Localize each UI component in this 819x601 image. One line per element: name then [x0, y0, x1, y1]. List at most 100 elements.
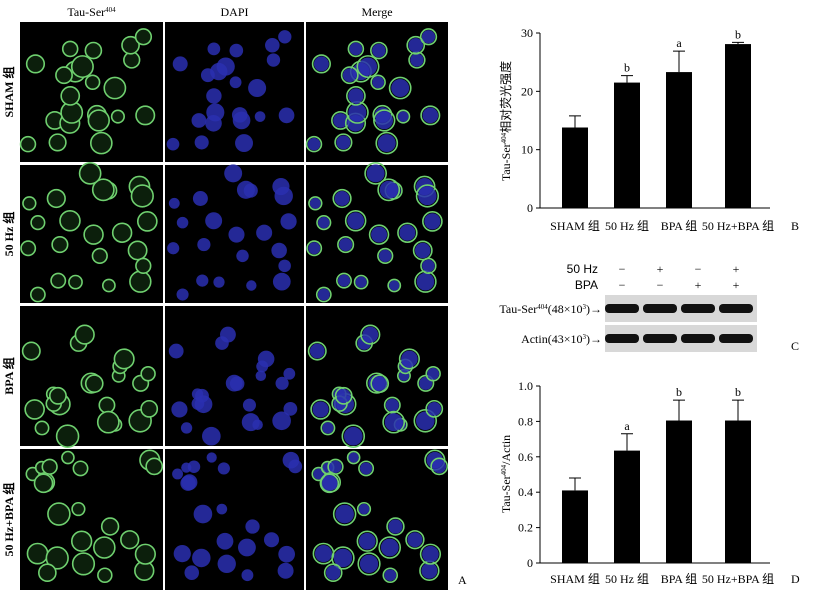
- nucleus: [385, 398, 399, 412]
- cell: [48, 133, 67, 152]
- nucleus: [309, 197, 321, 209]
- nucleus: [275, 376, 289, 390]
- cell: [91, 247, 108, 265]
- cell: [71, 501, 86, 517]
- nucleus: [242, 398, 256, 412]
- nucleus: [172, 468, 183, 480]
- nucleus: [312, 401, 329, 418]
- panel-label: C: [791, 339, 799, 353]
- nucleus: [278, 259, 291, 273]
- cell: [97, 567, 113, 583]
- nucleus: [336, 388, 351, 403]
- bar: [614, 82, 640, 208]
- nucleus: [416, 272, 435, 291]
- nucleus: [232, 111, 251, 130]
- nucleus: [333, 113, 348, 128]
- y-tick-label: 0.2: [518, 521, 533, 535]
- cell: [91, 178, 115, 202]
- condition-sign: −: [619, 262, 626, 276]
- nucleus: [333, 548, 353, 568]
- cell: [55, 66, 73, 85]
- nucleus: [334, 190, 350, 206]
- nucleus: [265, 37, 280, 53]
- cell: [378, 536, 402, 559]
- error-bar: [569, 477, 581, 491]
- cell: [306, 240, 323, 257]
- cell: [45, 546, 69, 570]
- nucleus: [246, 280, 257, 291]
- nucleus: [206, 88, 222, 104]
- cell: [332, 502, 357, 526]
- nucleus: [313, 468, 325, 480]
- cell: [89, 131, 113, 155]
- band: [719, 334, 753, 343]
- condition-sign: −: [657, 278, 664, 292]
- panel-label: B: [791, 219, 799, 233]
- text-part: (48×10: [548, 302, 583, 316]
- row-label: BPA 组: [1, 357, 16, 394]
- cell: [340, 66, 359, 85]
- nucleus: [166, 137, 180, 151]
- nucleus: [355, 276, 367, 288]
- cell: [311, 54, 331, 74]
- cell: [375, 131, 399, 155]
- cell: [96, 410, 120, 434]
- nucleus: [348, 103, 367, 122]
- cell: [87, 109, 110, 132]
- nucleus: [418, 186, 437, 206]
- cell: [22, 196, 37, 211]
- cell: [25, 54, 46, 74]
- nucleus: [248, 78, 267, 98]
- nucleus: [167, 242, 180, 255]
- text-part: 404: [500, 464, 508, 475]
- text-part: )→: [586, 332, 602, 346]
- cell: [72, 460, 89, 477]
- nucleus: [229, 43, 244, 58]
- text-part: /Actin: [499, 435, 513, 465]
- nucleus: [307, 137, 321, 151]
- cell: [370, 74, 386, 91]
- band: [605, 304, 639, 313]
- text-part: Merge: [361, 5, 392, 19]
- cell: [84, 374, 104, 393]
- condition-sign: +: [733, 278, 740, 292]
- cell: [307, 341, 327, 361]
- nucleus: [391, 78, 410, 98]
- x-tick-label: 50 Hz 组: [605, 572, 649, 586]
- nucleus: [359, 554, 379, 574]
- cell: [71, 552, 96, 576]
- nucleus: [245, 519, 260, 534]
- significance-label: b: [624, 61, 630, 75]
- text-part: 相对荧光强度: [498, 61, 513, 133]
- nucleus: [308, 242, 321, 255]
- cell: [341, 424, 366, 448]
- cell: [113, 348, 135, 370]
- cell: [93, 536, 116, 559]
- cell: [415, 184, 440, 208]
- nucleus: [172, 56, 188, 72]
- cell: [356, 530, 378, 552]
- nucleus: [266, 53, 281, 67]
- nucleus: [224, 164, 243, 183]
- nucleus: [283, 401, 298, 416]
- cell: [336, 272, 352, 289]
- error-bar: [673, 50, 685, 73]
- nucleus: [380, 538, 399, 557]
- error-bar: [569, 115, 581, 128]
- nucleus: [256, 224, 273, 241]
- cell: [145, 457, 164, 476]
- y-tick-label: 0.6: [518, 450, 533, 464]
- text-part: 3: [583, 303, 587, 311]
- nucleus: [202, 426, 221, 446]
- nucleus: [217, 462, 230, 475]
- nucleus: [339, 238, 353, 252]
- nucleus: [173, 545, 191, 563]
- cell: [308, 196, 323, 211]
- cell: [387, 278, 402, 293]
- nucleus: [197, 238, 211, 252]
- cell: [368, 224, 390, 245]
- nucleus: [193, 504, 213, 524]
- cell: [364, 161, 388, 185]
- cell: [383, 396, 401, 414]
- bar: [666, 420, 692, 563]
